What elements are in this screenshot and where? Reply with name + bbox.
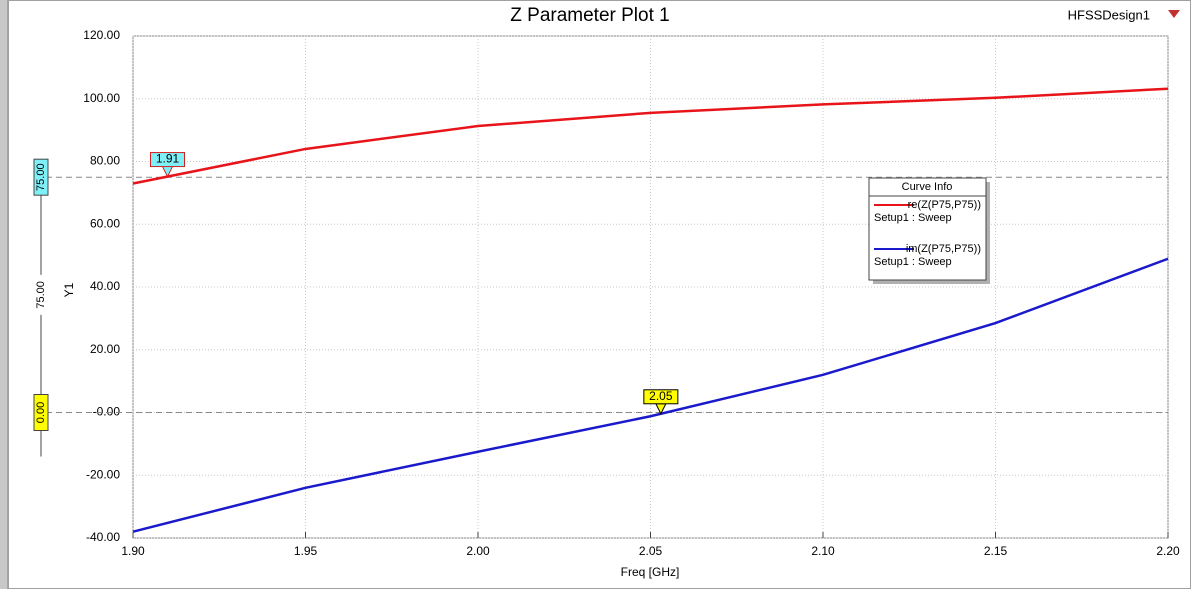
legend-label: re(Z(P75,P75)) — [908, 199, 981, 211]
y-tick-label: -0.00 — [93, 405, 121, 419]
delta-bg — [34, 274, 48, 315]
y-tick-label: 20.00 — [90, 342, 120, 356]
design-name: HFSSDesign1 — [1068, 7, 1150, 22]
series-line — [132, 257, 1169, 533]
marker-label: 2.05 — [649, 389, 673, 403]
y-tick-label: 120.00 — [83, 28, 120, 42]
y-tick-label: 80.00 — [90, 154, 120, 168]
x-tick-label: 2.00 — [466, 544, 490, 558]
marker-box — [643, 389, 679, 405]
legend-setup: Setup1 : Sweep — [874, 212, 952, 224]
window-edge — [0, 0, 8, 589]
x-tick-label: 1.95 — [294, 544, 318, 558]
marker-label: 1.91 — [156, 152, 180, 166]
legend-title: Curve Info — [902, 181, 953, 193]
marker-box — [150, 152, 185, 168]
x-tick-label: 2.20 — [1156, 544, 1180, 558]
legend-setup: Setup1 : Sweep — [874, 256, 952, 268]
y-tick-label: -40.00 — [86, 530, 120, 544]
reference-label: 75.00 — [35, 163, 47, 191]
reference-label: 0.00 — [35, 402, 47, 423]
y-tick-label: 60.00 — [90, 216, 120, 230]
delta-label: 75.00 — [35, 281, 47, 309]
menu-arrow[interactable] — [1168, 10, 1180, 18]
legend — [868, 177, 987, 281]
y-tick-label: 100.00 — [83, 91, 120, 105]
y-tick-label: 40.00 — [90, 279, 120, 293]
series-line — [132, 87, 1169, 185]
x-tick-label: 1.90 — [121, 544, 145, 558]
chart-title: Z Parameter Plot 1 — [510, 5, 669, 26]
y-tick-label: -20.00 — [86, 467, 120, 481]
plot-area — [132, 35, 1169, 539]
x-axis-label: Freq [GHz] — [621, 565, 680, 579]
x-tick-label: 2.05 — [639, 544, 663, 558]
legend-label: im(Z(P75,P75)) — [906, 243, 981, 255]
y-axis-label: Y1 — [62, 282, 76, 297]
x-tick-label: 2.15 — [984, 544, 1008, 558]
x-tick-label: 2.10 — [811, 544, 835, 558]
